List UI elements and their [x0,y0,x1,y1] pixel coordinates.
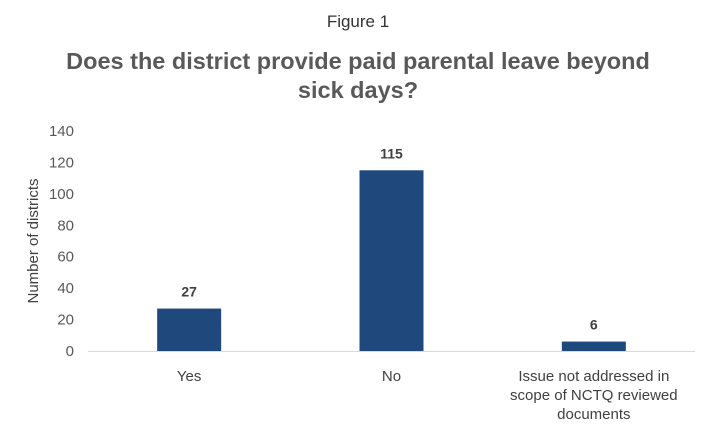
data-labels: 27 115 6 [181,145,598,332]
category-label: No [382,368,401,385]
y-axis-label: Number of districts [25,178,42,303]
category-label: Issue not addressed in scope of NCTQ revi… [510,368,678,423]
y-tick-label: 80 [57,217,74,234]
y-tick-label: 20 [57,312,74,329]
y-tick-label: 120 [49,154,74,171]
data-label: 6 [590,317,598,333]
chart-title: Does the district provide paid parental … [66,48,650,103]
bars [157,170,626,351]
bar [157,308,222,351]
y-axis-ticks: 0 20 40 60 80 100 120 140 [49,123,74,360]
y-tick-label: 100 [49,186,74,203]
y-tick-label: 60 [57,249,74,266]
data-label: 115 [380,145,403,161]
figure-label: Figure 1 [326,12,390,31]
y-tick-label: 0 [66,343,74,360]
bar [561,341,626,351]
category-labels: Yes No Issue not addressed in scope of NCTQ… [177,368,678,423]
data-label: 27 [181,284,197,300]
y-tick-label: 140 [49,123,74,140]
y-tick-label: 40 [57,280,74,297]
bar [359,170,424,351]
category-label: Yes [177,368,201,385]
